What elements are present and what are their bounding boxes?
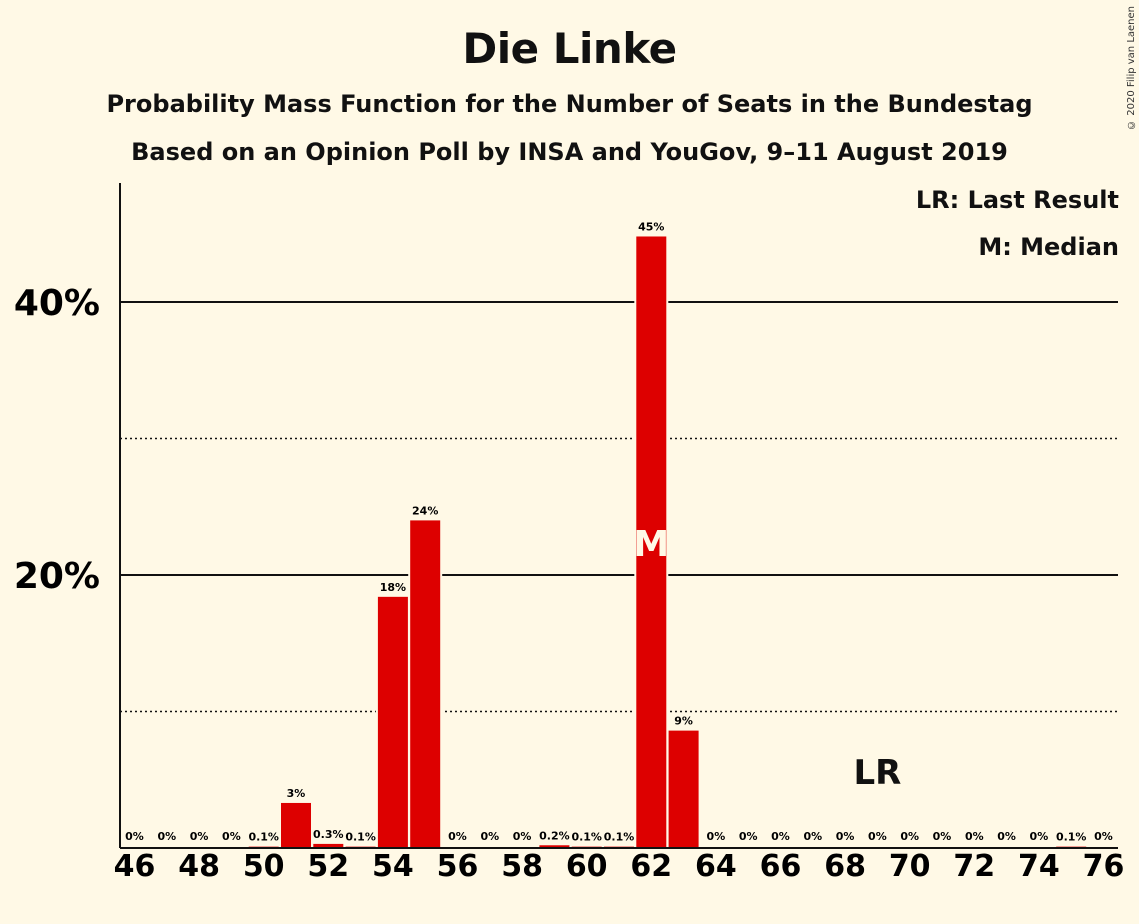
x-tick-label: 52	[307, 849, 349, 884]
bar	[281, 802, 311, 848]
data-label: 0.1%	[345, 831, 376, 844]
data-label: 0%	[1030, 830, 1049, 843]
data-label: 0%	[448, 830, 467, 843]
legend-median: M: Median	[978, 233, 1119, 261]
chart-subtitle: Probability Mass Function for the Number…	[106, 90, 1033, 118]
x-tick-label: 72	[953, 849, 995, 884]
data-label: 0%	[190, 830, 209, 843]
bar	[410, 520, 441, 848]
data-label: 0.1%	[571, 831, 602, 844]
data-label: 0%	[739, 830, 758, 843]
legend-last-result: LR: Last Result	[915, 186, 1119, 214]
bar-gap	[343, 844, 378, 848]
x-tick-label: 70	[889, 849, 931, 884]
x-tick-label: 46	[114, 849, 156, 884]
median-marker: M	[633, 524, 669, 565]
bar-gap	[569, 844, 604, 848]
y-tick-label: 40%	[14, 283, 100, 324]
x-tick-label: 60	[566, 849, 608, 884]
bar	[539, 845, 570, 848]
x-tick-label: 64	[695, 849, 737, 884]
data-label: 0%	[222, 830, 241, 843]
chart-subtitle-poll: Based on an Opinion Poll by INSA and You…	[131, 138, 1008, 166]
data-label: 0.2%	[539, 829, 570, 842]
data-label: 3%	[287, 787, 306, 800]
x-tick-label: 58	[501, 849, 543, 884]
data-label: 0.3%	[313, 828, 344, 841]
data-label: 0%	[513, 830, 532, 843]
bar	[377, 596, 408, 848]
data-label: 24%	[412, 504, 438, 517]
data-label: 0%	[771, 830, 790, 843]
x-tick-label: 74	[1018, 849, 1060, 884]
data-label: 18%	[380, 581, 406, 594]
data-label: 45%	[638, 220, 664, 233]
last-result-marker: LR	[853, 753, 901, 793]
bar-gap	[602, 844, 636, 848]
data-label: 0%	[965, 830, 984, 843]
x-tick-label: 66	[760, 849, 802, 884]
data-label: 0%	[836, 830, 855, 843]
bar	[668, 730, 699, 848]
data-label: 0%	[1094, 830, 1113, 843]
x-tick-label: 50	[243, 849, 285, 884]
x-tick-label: 68	[824, 849, 866, 884]
chart-title: Die Linke	[462, 24, 677, 73]
data-label: 0.1%	[604, 831, 635, 844]
bar	[313, 843, 344, 848]
data-label: 0.1%	[248, 831, 279, 844]
x-tick-label: 48	[178, 849, 220, 884]
x-tick-label: 76	[1083, 849, 1125, 884]
data-label: 0%	[997, 830, 1016, 843]
bar-gap	[1054, 844, 1089, 848]
y-tick-label: 20%	[14, 556, 100, 597]
x-tick-label: 62	[630, 849, 672, 884]
data-label: 0%	[868, 830, 887, 843]
x-tick-label: 54	[372, 849, 414, 884]
bar	[636, 236, 667, 849]
data-label: 0.1%	[1056, 831, 1087, 844]
data-label: 0%	[900, 830, 919, 843]
data-label: 0%	[803, 830, 822, 843]
data-label: 0%	[480, 830, 499, 843]
data-label: 9%	[674, 715, 693, 728]
data-label: 0%	[707, 830, 726, 843]
bar-gap	[246, 844, 281, 848]
data-label: 0%	[157, 830, 176, 843]
data-label: 0%	[933, 830, 952, 843]
data-label: 0%	[125, 830, 144, 843]
x-tick-label: 56	[437, 849, 479, 884]
